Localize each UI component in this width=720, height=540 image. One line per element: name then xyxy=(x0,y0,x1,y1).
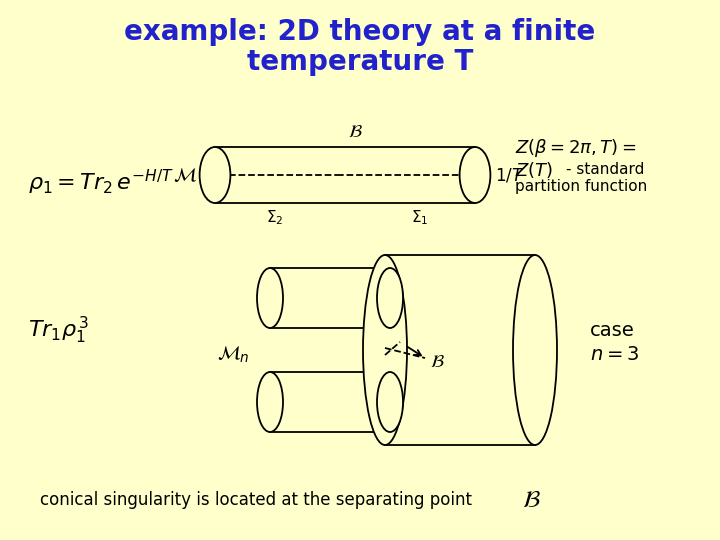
Ellipse shape xyxy=(377,268,403,328)
Text: $Z(T)$: $Z(T)$ xyxy=(515,160,553,180)
Ellipse shape xyxy=(459,147,490,203)
Text: $n = 3$: $n = 3$ xyxy=(590,346,639,365)
Text: - standard: - standard xyxy=(566,163,644,178)
Text: $Z(\beta=2\pi,T)=$: $Z(\beta=2\pi,T)=$ xyxy=(515,137,636,159)
Ellipse shape xyxy=(363,255,407,445)
Text: $\Sigma_2$: $\Sigma_2$ xyxy=(266,208,284,227)
Ellipse shape xyxy=(257,372,283,432)
Text: conical singularity is located at the separating point: conical singularity is located at the se… xyxy=(40,491,472,509)
Ellipse shape xyxy=(513,255,557,445)
Ellipse shape xyxy=(377,372,403,432)
Ellipse shape xyxy=(257,268,283,328)
Text: temperature T: temperature T xyxy=(247,48,473,76)
Text: $1/T$: $1/T$ xyxy=(495,166,524,184)
Text: $\Sigma_1$: $\Sigma_1$ xyxy=(411,208,428,227)
Text: $\rho_1 = Tr_2\,e^{-H/T}$: $\rho_1 = Tr_2\,e^{-H/T}$ xyxy=(28,167,174,197)
Ellipse shape xyxy=(199,147,230,203)
Text: $\mathcal{B}$: $\mathcal{B}$ xyxy=(522,488,541,512)
Text: $\mathcal{B}$: $\mathcal{B}$ xyxy=(430,353,445,371)
Text: case: case xyxy=(590,321,635,340)
Text: example: 2D theory at a finite: example: 2D theory at a finite xyxy=(125,18,595,46)
Text: $\mathcal{B}$: $\mathcal{B}$ xyxy=(348,123,362,141)
Text: partition function: partition function xyxy=(515,179,647,193)
Text: $Tr_1\rho_1^{\,3}$: $Tr_1\rho_1^{\,3}$ xyxy=(28,314,89,346)
Text: $\mathcal{M}$: $\mathcal{M}$ xyxy=(173,165,197,185)
Text: $\mathcal{M}_n$: $\mathcal{M}_n$ xyxy=(217,345,250,365)
